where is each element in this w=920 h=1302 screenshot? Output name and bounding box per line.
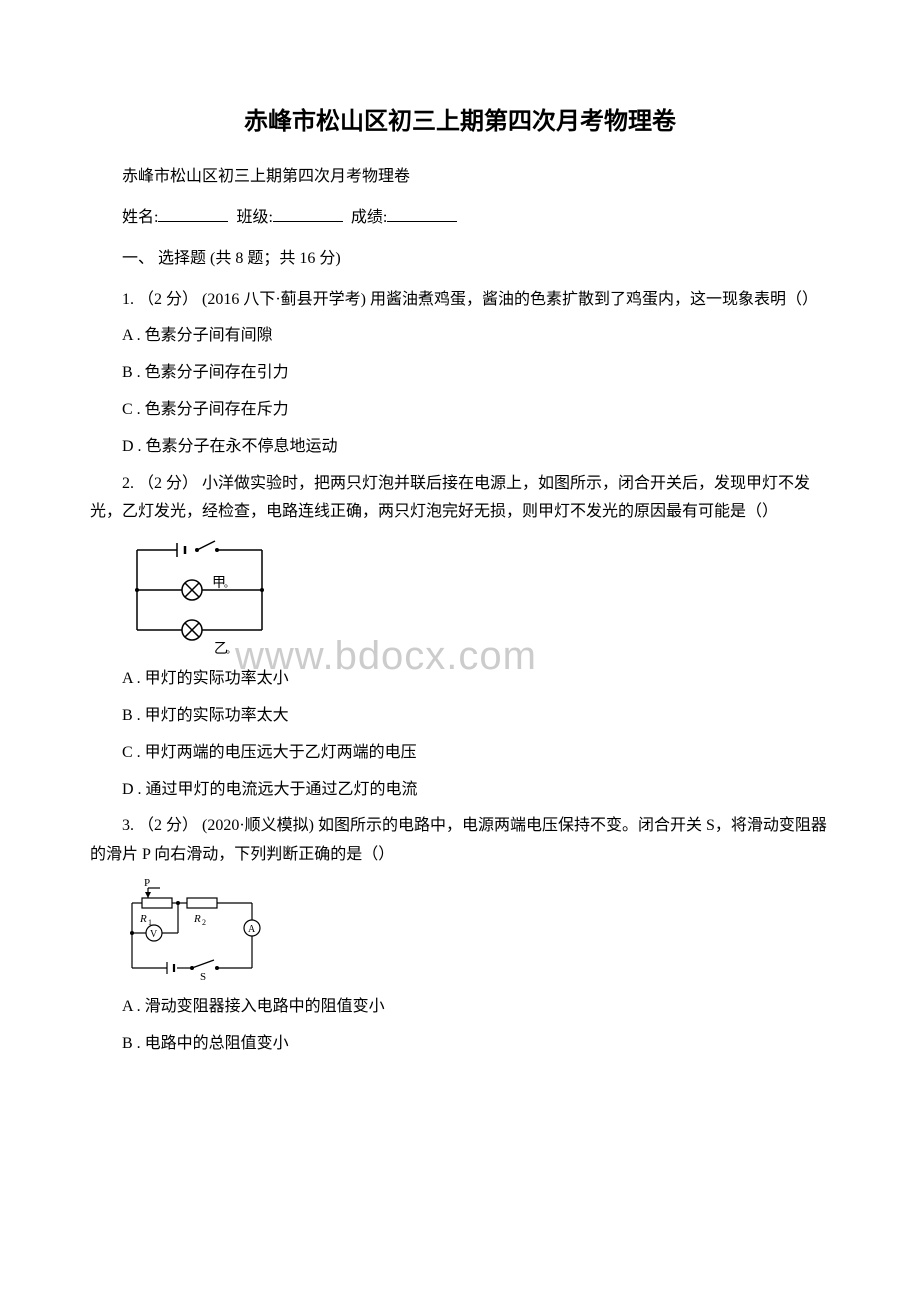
q3-option-b: B . 电路中的总阻值变小 — [90, 1030, 830, 1059]
q2-figure: 甲 。 乙 。 — [122, 535, 830, 655]
score-blank — [387, 221, 457, 222]
class-label: 班级: — [236, 209, 272, 226]
name-label: 姓名: — [122, 209, 158, 226]
q1-option-d: D . 色素分子在永不停息地运动 — [90, 433, 830, 462]
label-a: A — [248, 924, 256, 935]
q1-option-c: C . 色素分子间存在斥力 — [90, 396, 830, 425]
q3-stem: 3. （2 分） (2020·顺义模拟) 如图所示的电路中，电源两端电压保持不变… — [90, 812, 830, 870]
q2-option-b: B . 甲灯的实际功率太大 — [90, 702, 830, 731]
subtitle: 赤峰市松山区初三上期第四次月考物理卷 — [90, 163, 830, 192]
circuit-diagram-rheostat: P R 1 R 2 A S V — [122, 878, 267, 983]
score-label: 成绩: — [351, 209, 387, 226]
svg-text:。: 。 — [226, 645, 236, 655]
circuit-diagram-parallel-lamps: 甲 。 乙 。 — [122, 535, 277, 655]
q2-option-c: C . 甲灯两端的电压远大于乙灯两端的电压 — [90, 739, 830, 768]
name-blank — [158, 221, 228, 222]
section-1-heading: 一、 选择题 (共 8 题；共 16 分) — [90, 245, 830, 274]
q1-option-a: A . 色素分子间有间隙 — [90, 322, 830, 351]
svg-text:。: 。 — [224, 579, 234, 590]
label-v: V — [150, 929, 158, 940]
label-r1: R — [139, 913, 147, 925]
q2-option-a: A . 甲灯的实际功率太小 — [90, 665, 830, 694]
q1-stem: 1. （2 分） (2016 八下·蓟县开学考) 用酱油煮鸡蛋，酱油的色素扩散到… — [90, 286, 830, 315]
form-line: 姓名: 班级: 成绩: — [90, 204, 830, 233]
svg-text:2: 2 — [202, 918, 206, 927]
q2-stem: 2. （2 分） 小洋做实验时，把两只灯泡并联后接在电源上，如图所示，闭合开关后… — [90, 470, 830, 528]
q1-option-b: B . 色素分子间存在引力 — [90, 359, 830, 388]
q2-option-d: D . 通过甲灯的电流远大于通过乙灯的电流 — [90, 776, 830, 805]
q3-figure: P R 1 R 2 A S V — [122, 878, 830, 983]
q3-option-a: A . 滑动变阻器接入电路中的阻值变小 — [90, 993, 830, 1022]
class-blank — [273, 221, 343, 222]
label-r2: R — [193, 913, 201, 925]
page-title: 赤峰市松山区初三上期第四次月考物理卷 — [90, 100, 830, 143]
label-p: P — [144, 878, 150, 889]
label-s: S — [200, 971, 206, 983]
